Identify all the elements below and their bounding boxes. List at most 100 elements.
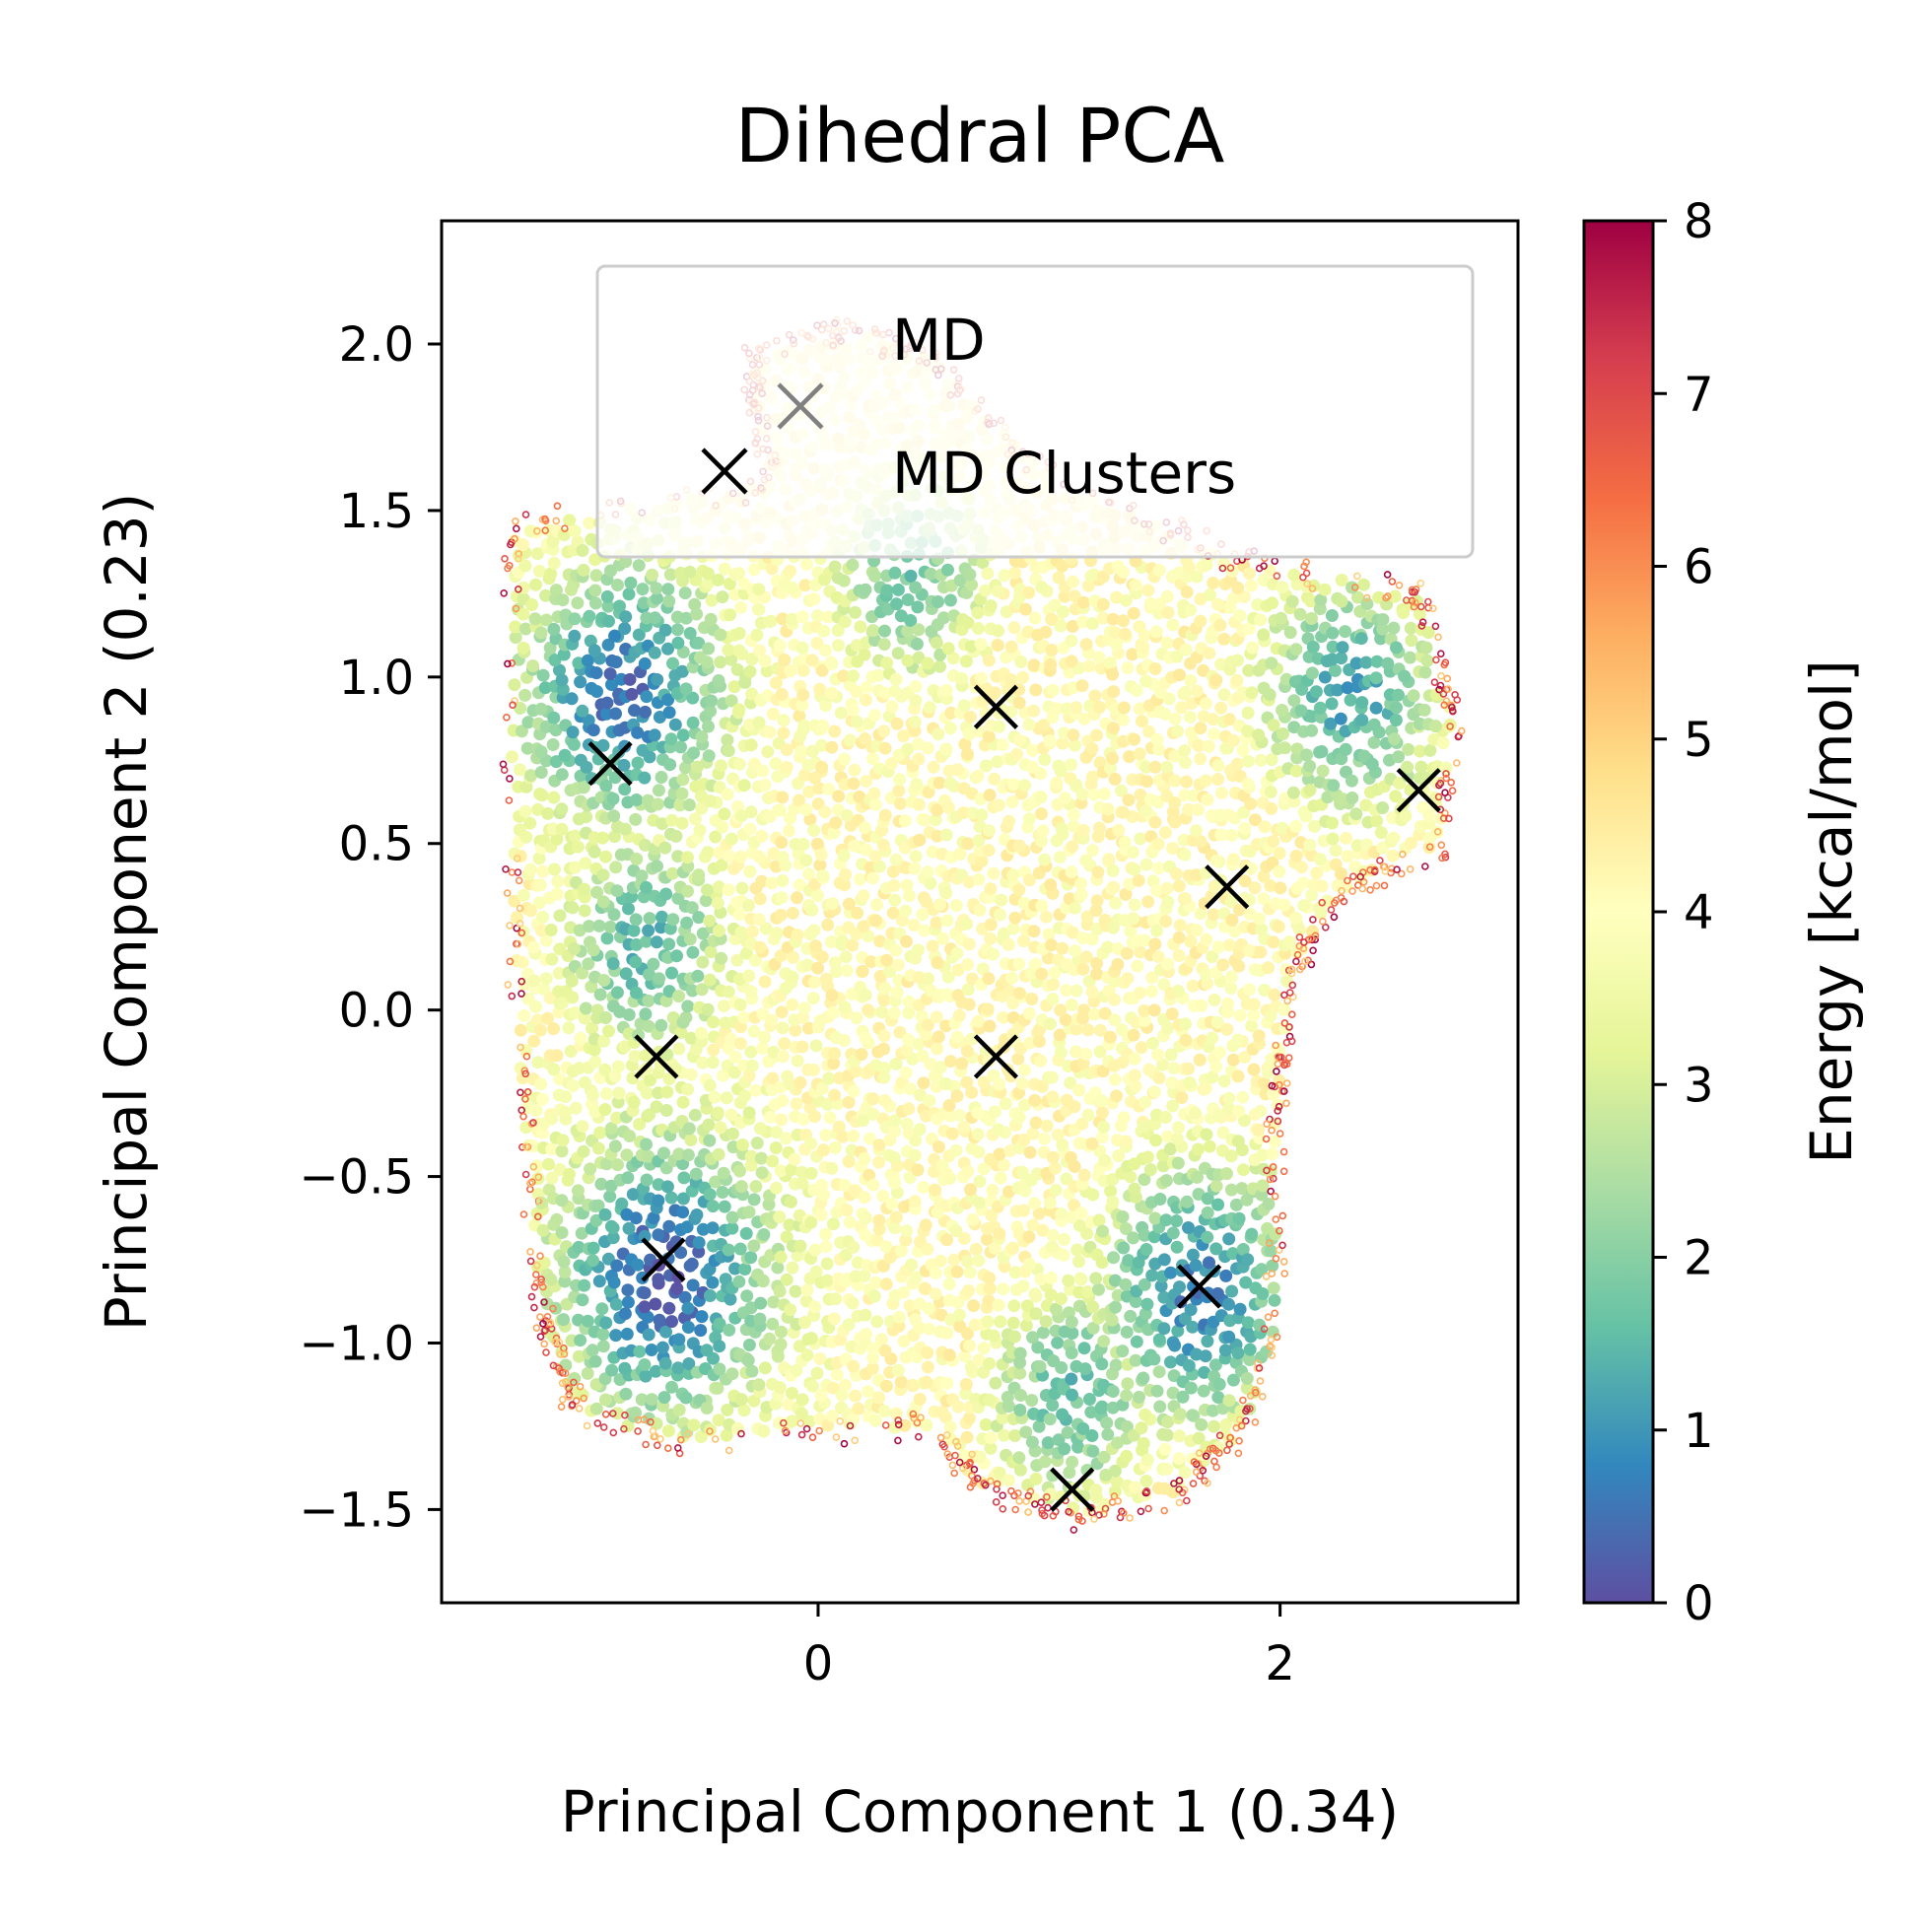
md-point xyxy=(606,1221,620,1235)
md-point xyxy=(1096,611,1110,625)
md-point xyxy=(557,1255,571,1269)
md-point xyxy=(919,813,932,827)
md-point xyxy=(1070,778,1083,792)
md-point xyxy=(1208,727,1220,741)
md-point xyxy=(798,579,812,592)
md-point xyxy=(1172,931,1186,944)
md-point xyxy=(923,1094,936,1108)
md-point xyxy=(566,901,580,915)
md-point xyxy=(1017,1204,1031,1217)
md-point xyxy=(983,1019,997,1033)
md-point xyxy=(1257,892,1271,906)
md-point xyxy=(695,1026,708,1040)
md-point xyxy=(835,1388,849,1402)
md-point xyxy=(1313,701,1327,715)
md-point xyxy=(685,901,699,915)
md-point xyxy=(942,1099,956,1112)
md-point xyxy=(689,1167,703,1181)
md-point xyxy=(619,967,633,981)
md-point xyxy=(588,1055,602,1069)
md-point xyxy=(734,926,748,939)
md-point xyxy=(807,592,821,606)
md-point xyxy=(1305,666,1319,680)
md-point xyxy=(993,1227,1006,1241)
md-point xyxy=(1160,760,1174,774)
md-point xyxy=(1159,1111,1173,1124)
md-point xyxy=(775,836,789,850)
md-point xyxy=(1159,1213,1173,1227)
md-point xyxy=(877,994,891,1007)
md-point xyxy=(819,1240,833,1254)
md-point xyxy=(550,887,564,901)
md-point xyxy=(1018,1064,1031,1077)
md-point xyxy=(1157,1482,1171,1495)
md-point xyxy=(1038,753,1052,766)
md-point xyxy=(754,1151,768,1165)
md-point xyxy=(1085,770,1099,784)
md-point xyxy=(1004,673,1018,687)
md-point xyxy=(693,823,707,837)
md-point xyxy=(744,1045,758,1059)
md-point xyxy=(1232,1104,1246,1118)
md-point xyxy=(577,1144,590,1158)
md-point xyxy=(892,1310,906,1324)
md-point xyxy=(1066,926,1079,939)
md-point xyxy=(1022,1230,1036,1244)
md-point xyxy=(888,1176,901,1190)
md-point xyxy=(983,1272,997,1285)
md-point xyxy=(1208,993,1221,1006)
md-point xyxy=(745,1059,759,1072)
md-point xyxy=(802,867,816,881)
md-point xyxy=(859,732,871,745)
md-point xyxy=(1052,571,1066,585)
md-point xyxy=(844,733,857,747)
md-point xyxy=(886,906,900,920)
md-point xyxy=(733,1037,747,1051)
md-point xyxy=(1101,802,1115,816)
md-point xyxy=(610,884,624,898)
md-point xyxy=(997,1010,1010,1024)
md-point xyxy=(1033,1360,1047,1373)
md-point xyxy=(701,846,715,860)
md-point xyxy=(741,1353,755,1367)
md-point xyxy=(725,1221,739,1235)
md-point xyxy=(712,573,724,586)
md-point xyxy=(1184,674,1198,687)
md-point xyxy=(1045,938,1058,952)
md-point xyxy=(994,908,1007,922)
md-point xyxy=(1100,1416,1114,1429)
md-point xyxy=(1182,1062,1196,1075)
md-point xyxy=(1044,878,1058,892)
md-point xyxy=(965,1085,979,1099)
md-point xyxy=(1056,941,1070,955)
md-point xyxy=(715,759,727,773)
md-point xyxy=(909,680,923,693)
md-point xyxy=(836,934,850,948)
md-point xyxy=(569,861,582,874)
md-point xyxy=(1153,1193,1167,1206)
md-point xyxy=(566,991,580,1004)
md-point xyxy=(796,1010,810,1024)
md-point xyxy=(1179,643,1193,656)
md-point xyxy=(642,924,656,937)
md-point xyxy=(708,1090,722,1104)
md-point xyxy=(1201,1206,1214,1219)
md-point xyxy=(1038,853,1052,866)
md-point xyxy=(1001,1400,1015,1414)
md-point xyxy=(1096,1378,1110,1392)
md-point xyxy=(774,908,788,922)
md-point xyxy=(571,840,585,854)
md-point xyxy=(921,741,934,755)
md-point xyxy=(767,1295,781,1309)
md-point xyxy=(701,883,714,897)
md-point xyxy=(920,1375,933,1389)
md-point xyxy=(724,832,738,846)
md-point xyxy=(865,1361,879,1375)
md-point xyxy=(1178,789,1192,802)
md-point xyxy=(1074,1273,1088,1286)
md-point xyxy=(890,597,903,611)
md-point xyxy=(1198,1365,1211,1379)
md-point xyxy=(562,1167,576,1181)
md-point xyxy=(597,974,611,987)
md-point xyxy=(628,704,641,718)
